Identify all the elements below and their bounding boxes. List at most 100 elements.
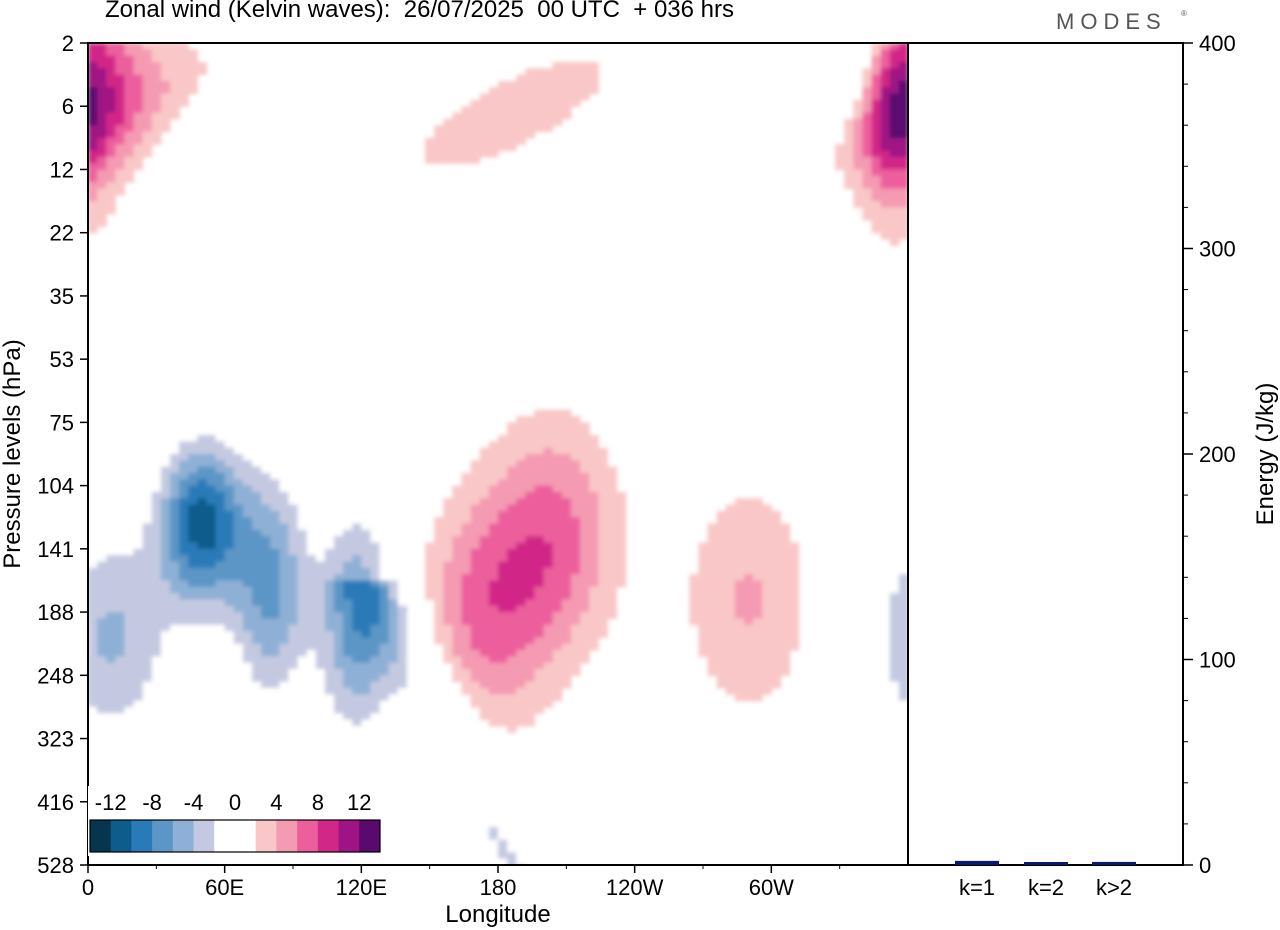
heatmap-cell [206,637,217,645]
heatmap-cell [816,55,827,63]
heatmap-cell [124,498,135,506]
heatmap-cell [498,820,508,828]
heatmap-cell [388,567,399,575]
colorbar-frame [89,819,381,853]
heatmap-cell [197,548,208,556]
heatmap-cell [233,593,244,601]
heatmap-cell [124,99,135,107]
heatmap-cell [707,555,718,563]
heatmap-cell [242,523,253,531]
heatmap-cell [443,536,454,544]
heatmap-cell [716,131,727,139]
heatmap-cell [716,662,727,670]
heatmap-cell [780,548,791,556]
heatmap-cell [279,706,290,714]
heatmap-cell [388,706,399,714]
heatmap-cell [88,118,98,126]
heatmap-cell [334,529,344,537]
heatmap-cell [534,618,545,626]
heatmap-cell [844,156,854,164]
heatmap-cell [334,643,344,651]
heatmap-cell [580,491,590,499]
heatmap-cell [734,631,745,638]
heatmap-cell [215,593,226,601]
heatmap-cell [880,631,891,638]
heatmap-cell [261,536,271,544]
heatmap-cell [707,580,718,588]
heatmap-cell [580,536,590,544]
heatmap-cell [534,491,545,499]
heatmap-cell [753,694,763,702]
heatmap-cell [188,441,198,449]
heatmap-cell [124,87,135,95]
heatmap-cell [516,687,526,695]
heatmap-cell [151,99,162,107]
heatmap-cell [343,687,353,695]
heatmap-cell [416,650,426,657]
heatmap-cell [233,599,244,607]
heatmap-cell [507,618,517,626]
heatmap-cell [160,542,171,550]
heatmap-cell [898,542,908,550]
heatmap-cell [425,681,435,689]
heatmap-cell [206,586,217,594]
heatmap-cell [671,156,681,164]
heatmap-cell [270,593,280,601]
heatmap-cell [270,454,280,461]
heatmap-cell [252,612,262,619]
heatmap-cell [343,93,353,101]
heatmap-cell [334,681,344,689]
heatmap-cell [151,106,162,114]
heatmap-cell [816,61,827,69]
heatmap-cell [142,580,153,588]
heatmap-cell [461,125,472,133]
heatmap-cell [97,599,107,607]
heatmap-cell [534,599,545,607]
heatmap-cell [716,536,727,544]
heatmap-cell [115,751,126,759]
heatmap-cell [224,137,235,145]
heatmap-cell [507,605,517,613]
heatmap-cell [753,68,763,76]
heatmap-cell [589,548,599,556]
heatmap-cell [142,618,153,626]
heatmap-cell [871,580,882,588]
heatmap-cell [261,548,271,556]
heatmap-cell [252,656,262,664]
energy-category-label: k=2 [1028,875,1064,900]
heatmap-cell [97,137,107,145]
heatmap-cell [106,536,116,544]
heatmap-cell [170,662,180,670]
heatmap-cell [261,510,271,518]
heatmap-cell [488,137,499,145]
heatmap-cell [889,529,900,537]
heatmap-cell [452,675,463,683]
heatmap-cell [379,523,390,531]
heatmap-cell [406,681,417,689]
heatmap-cell [206,605,217,613]
heatmap-cell [889,637,900,645]
heatmap-cell [388,74,399,82]
heatmap-cell [206,435,217,442]
heatmap-cell [97,656,107,664]
heatmap-cell [288,580,299,588]
heatmap-cell [707,99,718,107]
heatmap-cell [507,112,517,120]
heatmap-cell [871,618,882,626]
heatmap-cell [160,586,171,594]
heatmap-cell [871,182,882,190]
heatmap-cell [880,719,891,727]
heatmap-cell [88,68,98,76]
heatmap-cell [233,137,244,145]
heatmap-cell [516,637,526,645]
heatmap-cell [142,485,153,493]
heatmap-cell [197,612,208,619]
heatmap-cell [734,523,745,531]
heatmap-cell [570,555,581,563]
heatmap-cell [88,188,98,196]
heatmap-cell [179,504,189,512]
heatmap-cell [716,668,727,676]
heatmap-cell [97,574,107,582]
heatmap-cell [898,612,908,619]
heatmap-cell [862,624,873,632]
